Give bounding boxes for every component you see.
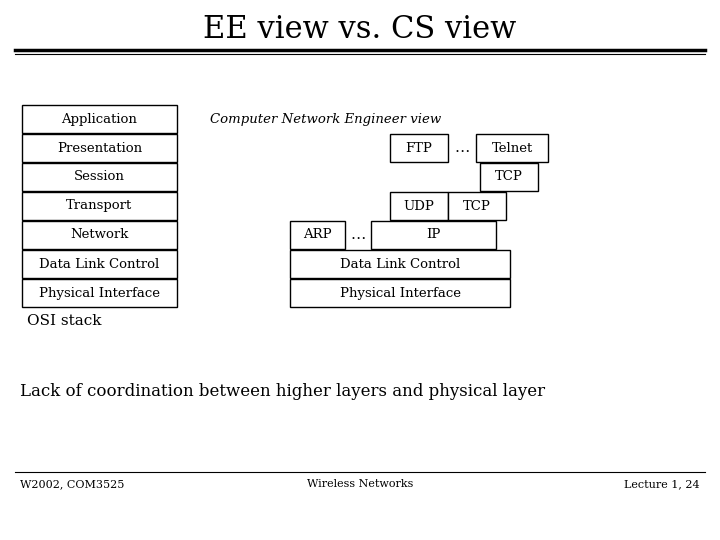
Bar [448,192,506,220]
Text: …: … [351,228,366,242]
Bar [390,192,448,220]
Text: Lecture 1, 24: Lecture 1, 24 [624,479,700,489]
Bar [390,134,448,162]
Bar [480,163,538,191]
Bar [22,134,177,162]
Text: TCP: TCP [463,199,491,213]
Text: Presentation: Presentation [57,141,142,154]
Text: Computer Network Engineer view: Computer Network Engineer view [210,112,441,125]
Text: Network: Network [71,228,129,241]
Text: IP: IP [426,228,441,241]
Text: Session: Session [74,171,125,184]
Bar [290,221,345,249]
Bar [22,192,177,220]
Bar [22,105,177,133]
Bar [22,279,177,307]
Bar [290,279,510,307]
Bar [476,134,548,162]
Bar [22,221,177,249]
Bar [22,163,177,191]
Bar [22,250,177,278]
Text: W2002, COM3525: W2002, COM3525 [20,479,125,489]
Text: FTP: FTP [405,141,433,154]
Text: Data Link Control: Data Link Control [340,258,460,271]
Text: TCP: TCP [495,171,523,184]
Bar [290,250,510,278]
Text: …: … [454,141,469,155]
Text: Application: Application [62,112,138,125]
Text: Transport: Transport [66,199,132,213]
Text: Physical Interface: Physical Interface [340,287,461,300]
Text: Lack of coordination between higher layers and physical layer: Lack of coordination between higher laye… [20,383,545,401]
Text: Wireless Networks: Wireless Networks [307,479,413,489]
Text: UDP: UDP [404,199,434,213]
Text: Physical Interface: Physical Interface [39,287,160,300]
Text: Data Link Control: Data Link Control [40,258,160,271]
Bar [371,221,496,249]
Text: OSI stack: OSI stack [27,314,102,328]
Text: Telnet: Telnet [491,141,533,154]
Text: EE view vs. CS view: EE view vs. CS view [203,15,517,45]
Text: ARP: ARP [303,228,332,241]
